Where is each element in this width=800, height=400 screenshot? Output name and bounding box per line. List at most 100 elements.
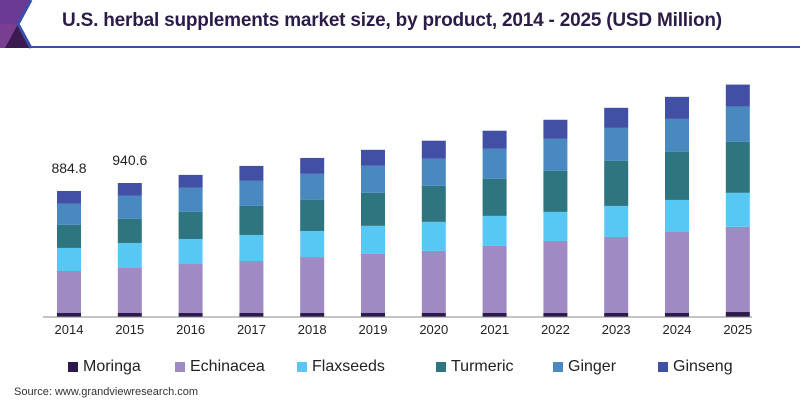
bar-ginger-2019 <box>361 165 385 193</box>
bar-flaxseeds-2014 <box>57 247 81 271</box>
legend-swatch-icon <box>68 362 78 372</box>
bar-moringa-2025 <box>725 312 750 317</box>
stacked-bar-chart: 2014 2015 2016 2017 2018 2019 2020 2021 2022 2023… <box>43 84 753 337</box>
data-label-2014: 884.8 <box>51 160 86 176</box>
bar-stack-2022 <box>543 119 568 317</box>
bar-flaxseeds-2017 <box>239 234 264 262</box>
bar-ginger-2020 <box>421 158 446 186</box>
bar-moringa-2019 <box>361 313 385 317</box>
legend-swatch-icon <box>436 362 446 372</box>
x-tick-label: 2023 <box>602 322 631 337</box>
bar-echinacea-2020 <box>421 250 446 314</box>
bar-flaxseeds-2025 <box>725 192 750 227</box>
header: U.S. herbal supplements market size, by … <box>0 0 800 49</box>
bar-ginseng-2017 <box>239 165 264 181</box>
legend-label: Ginseng <box>673 358 733 375</box>
legend-label: Moringa <box>83 358 141 375</box>
legend-label: Echinacea <box>190 358 265 375</box>
bar-turmeric-2025 <box>725 141 750 193</box>
bar-turmeric-2016 <box>178 211 203 239</box>
bar-stack-2019 <box>361 149 385 317</box>
legend-item-moringa: Moringa <box>68 358 141 376</box>
bar-turmeric-2022 <box>543 170 568 212</box>
bar-turmeric-2014 <box>57 224 81 248</box>
bar-echinacea-2019 <box>361 253 385 314</box>
bar-flaxseeds-2015 <box>117 242 142 269</box>
legend-swatch-icon <box>658 362 668 372</box>
bar-flaxseeds-2018 <box>300 230 325 258</box>
bar-stack-2015 <box>117 183 142 317</box>
bar-flaxseeds-2022 <box>543 211 568 241</box>
legend-item-echinacea: Echinacea <box>175 358 265 376</box>
x-tick-label: 2022 <box>541 322 570 337</box>
legend-item-turmeric: Turmeric <box>436 358 514 376</box>
bar-ginseng-2019 <box>361 149 385 166</box>
bar-echinacea-2022 <box>543 240 568 314</box>
x-tick-label: 2024 <box>663 322 692 337</box>
legend-label: Flaxseeds <box>312 358 385 375</box>
bar-ginseng-2021 <box>482 130 507 149</box>
bar-stack-2016 <box>178 174 203 317</box>
x-tick-label: 2014 <box>55 322 84 337</box>
bar-flaxseeds-2024 <box>665 199 689 232</box>
bar-ginger-2025 <box>725 106 750 142</box>
bar-ginseng-2016 <box>178 174 203 188</box>
x-tick-label: 2019 <box>359 322 388 337</box>
bar-echinacea-2016 <box>178 264 203 314</box>
legend-label: Ginger <box>568 358 617 375</box>
bar-stack-2020 <box>421 140 446 317</box>
bar-moringa-2023 <box>604 313 629 317</box>
bar-moringa-2014 <box>57 313 81 317</box>
data-labels: 884.8 940.6 <box>51 152 147 176</box>
bar-ginger-2018 <box>300 173 325 200</box>
x-tick-label: 2020 <box>419 322 448 337</box>
x-tick-label: 2017 <box>237 322 266 337</box>
bar-ginseng-2014 <box>57 190 81 204</box>
bar-turmeric-2017 <box>239 205 264 235</box>
bar-ginseng-2024 <box>665 96 689 119</box>
legend-swatch-icon <box>297 362 307 372</box>
x-tick-label: 2018 <box>298 322 327 337</box>
bar-echinacea-2024 <box>665 231 689 314</box>
bar-stack-2017 <box>239 165 264 317</box>
bar-echinacea-2025 <box>725 226 750 313</box>
bar-turmeric-2020 <box>421 185 446 222</box>
bar-flaxseeds-2020 <box>421 221 446 251</box>
legend-item-ginger: Ginger <box>553 358 616 376</box>
bar-moringa-2020 <box>421 313 446 317</box>
x-tick-labels: 2014 2015 2016 2017 2018 2019 2020 2021 2022 2023… <box>55 322 753 337</box>
bar-moringa-2018 <box>300 313 325 317</box>
bar-stack-2018 <box>300 157 325 317</box>
bar-ginger-2022 <box>543 138 568 171</box>
legend-label: Turmeric <box>451 358 514 375</box>
x-tick-label: 2021 <box>480 322 509 337</box>
bar-ginseng-2020 <box>421 140 446 159</box>
bar-stack-2024 <box>665 96 689 317</box>
bar-turmeric-2021 <box>482 178 507 216</box>
bar-turmeric-2023 <box>604 160 629 206</box>
legend: Moringa Echinacea Flaxseeds Turmeric Ginger G… <box>0 358 800 380</box>
bar-ginseng-2025 <box>725 84 750 107</box>
bar-ginger-2017 <box>239 180 264 206</box>
bar-ginger-2016 <box>178 187 203 212</box>
bar-stack-2021 <box>482 130 507 317</box>
bar-turmeric-2018 <box>300 199 325 231</box>
bar-moringa-2017 <box>239 313 264 317</box>
bar-flaxseeds-2019 <box>361 225 385 254</box>
bar-turmeric-2015 <box>117 218 142 243</box>
bar-ginger-2015 <box>117 195 142 219</box>
bar-turmeric-2024 <box>665 151 689 200</box>
header-band <box>0 0 800 48</box>
bar-flaxseeds-2023 <box>604 205 629 237</box>
bar-echinacea-2018 <box>300 257 325 314</box>
bar-ginseng-2023 <box>604 107 629 128</box>
bar-moringa-2021 <box>482 313 507 317</box>
bar-moringa-2024 <box>665 313 689 317</box>
chart-title: U.S. herbal supplements market size, by … <box>62 10 722 31</box>
bar-moringa-2015 <box>117 313 142 317</box>
legend-item-flaxseeds: Flaxseeds <box>297 358 385 376</box>
source-note: Source: www.grandviewresearch.com <box>14 386 199 398</box>
bar-echinacea-2017 <box>239 261 264 314</box>
bar-ginger-2014 <box>57 203 81 225</box>
header-wedge-decoration <box>0 0 33 49</box>
